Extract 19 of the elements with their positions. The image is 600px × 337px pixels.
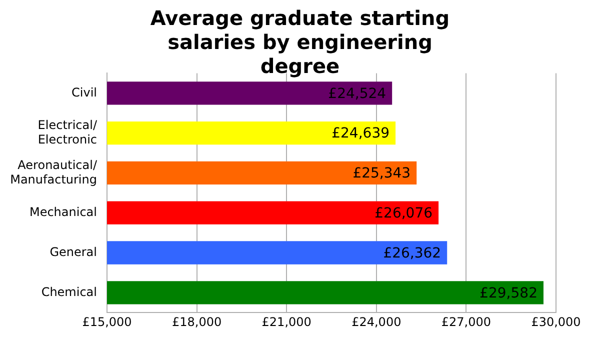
data-label: £24,524 <box>328 86 386 102</box>
y-tick-label: Civil <box>72 85 97 100</box>
data-label: £24,639 <box>332 126 390 142</box>
y-tick-label: Chemical <box>41 284 97 299</box>
data-label: £26,362 <box>383 245 442 262</box>
x-tick-label: £27,000 <box>441 314 492 329</box>
data-label: £29,582 <box>480 285 538 302</box>
x-tick-label: £15,000 <box>82 314 132 329</box>
x-tick-label: £24,000 <box>352 314 402 329</box>
x-tick-label: £21,000 <box>262 314 312 329</box>
data-label: £26,076 <box>374 205 433 222</box>
y-tick-label: Aeronautical/ Manufacturing <box>10 158 98 186</box>
y-tick-label: General <box>50 244 97 259</box>
y-tick-label: Mechanical <box>29 204 97 219</box>
y-tick-label: Electrical/ Electronic <box>38 118 98 146</box>
chart-title: Average graduate starting salaries by engineering degree <box>150 6 450 78</box>
x-tick-label: £30,000 <box>531 314 581 329</box>
x-tick-label: £18,000 <box>172 314 222 329</box>
data-label: £25,343 <box>352 166 411 182</box>
